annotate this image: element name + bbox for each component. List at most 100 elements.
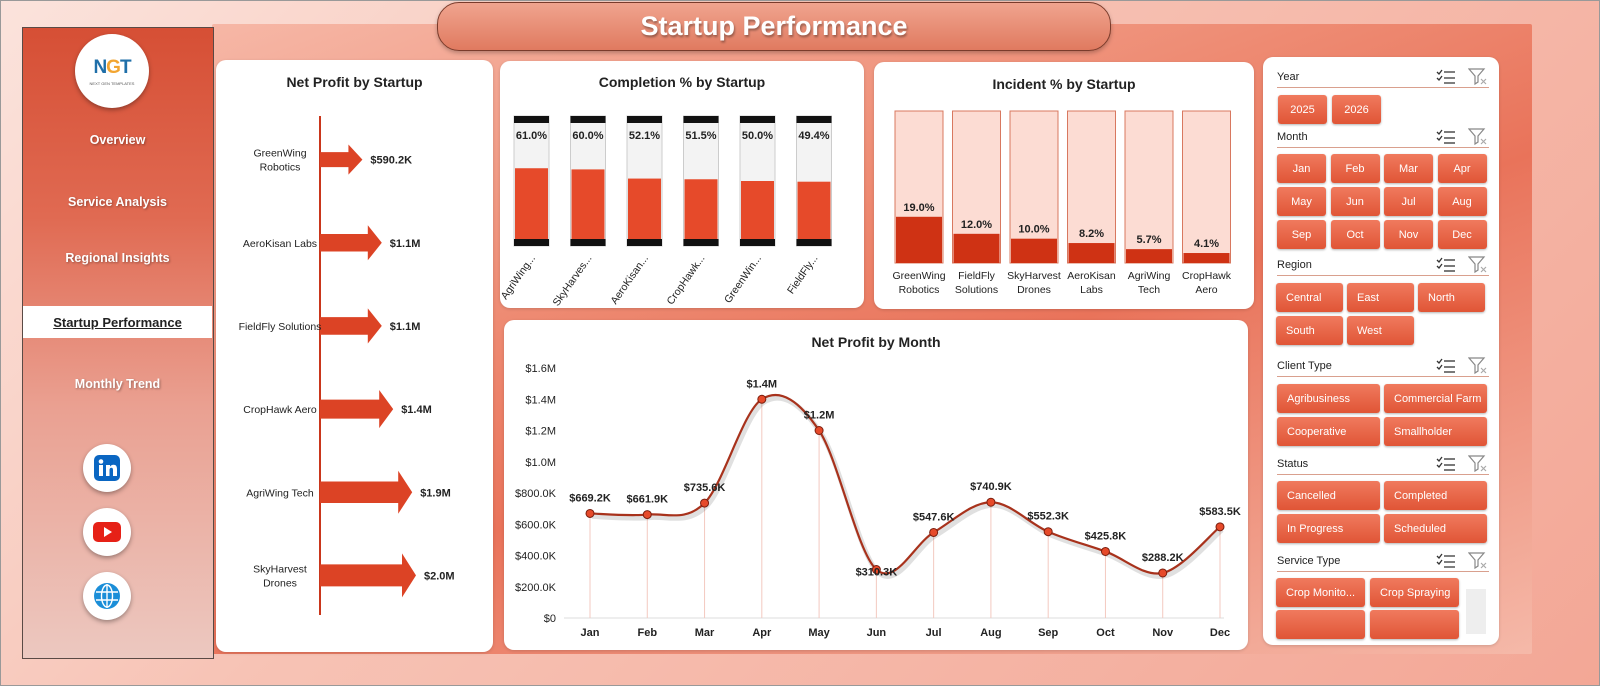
slicer-button-region[interactable]: South: [1276, 316, 1343, 345]
slicer-button-month[interactable]: Dec: [1437, 220, 1487, 249]
slicer-button-month[interactable]: Nov: [1384, 220, 1433, 249]
slicer-button-year[interactable]: 2026: [1332, 95, 1381, 124]
data-label: $590.2K: [370, 155, 412, 167]
data-point: [1043, 527, 1053, 537]
slicer-button-month[interactable]: Apr: [1437, 154, 1487, 183]
category-label: Robotics: [899, 284, 940, 296]
globe-icon: [94, 583, 120, 609]
completion-bar: [741, 181, 774, 239]
youtube-button[interactable]: [83, 508, 131, 556]
data-point: [1215, 522, 1225, 532]
clear-filter-icon: [1468, 67, 1487, 85]
multi-select-button[interactable]: [1435, 552, 1457, 570]
incident-bar: [953, 233, 1000, 263]
data-label: $1.9M: [420, 487, 451, 499]
clear-filter-icon: [1468, 127, 1487, 145]
slicer-button-service-type[interactable]: Crop Spraying: [1370, 578, 1459, 607]
bar-cap: [796, 239, 832, 246]
slicer-button-month[interactable]: Mar: [1384, 154, 1433, 183]
slicer-button-service-type[interactable]: Crop Monito...: [1276, 578, 1365, 607]
category-label: AgriWing Tech: [246, 487, 314, 499]
slicer-button-status[interactable]: Cancelled: [1277, 481, 1380, 510]
slicer-button-service-type-partial[interactable]: [1370, 610, 1459, 639]
data-label: $310.3K: [856, 567, 898, 579]
bar-cap: [796, 116, 832, 123]
slicer-button-year[interactable]: 2025: [1278, 95, 1327, 124]
clear-filter-button[interactable]: [1467, 356, 1489, 375]
y-tick-label: $0: [544, 613, 556, 625]
incident-by-startup-card: Incident % by Startup 19.0% GreenWing Robo…: [874, 62, 1254, 309]
category-label: FieldFly...: [785, 253, 820, 297]
linkedin-button[interactable]: [83, 444, 131, 492]
category-label: Labs: [1080, 284, 1103, 296]
category-label: GreenWing: [892, 270, 945, 282]
slicer-scrollbar[interactable]: [1466, 589, 1486, 634]
slicer-header-status: Status: [1277, 453, 1489, 475]
slicer-button-month[interactable]: Feb: [1330, 154, 1380, 183]
multi-select-button[interactable]: [1435, 455, 1457, 473]
nav-service-analysis[interactable]: Service Analysis: [68, 195, 167, 209]
category-label: GreenWing: [253, 148, 306, 160]
clear-filter-button[interactable]: [1467, 255, 1489, 274]
data-label: 61.0%: [516, 130, 547, 142]
slicer-button-month[interactable]: Jun: [1330, 187, 1380, 216]
slicer-button-month[interactable]: Oct: [1330, 220, 1380, 249]
bar-track: [1067, 110, 1116, 264]
data-label: 19.0%: [903, 202, 934, 214]
linkedin-icon: [94, 455, 120, 481]
slicer-button-service-type-partial[interactable]: [1276, 610, 1365, 639]
completion-bar: [684, 179, 718, 239]
clear-filter-button[interactable]: [1467, 67, 1489, 86]
multi-select-icon: [1436, 456, 1455, 471]
slicer-button-status[interactable]: In Progress: [1277, 514, 1380, 543]
incident-bar: [1183, 253, 1230, 263]
slicer-button-status[interactable]: Completed: [1384, 481, 1487, 510]
clear-filter-icon: [1468, 356, 1487, 374]
clear-filter-icon: [1468, 551, 1487, 569]
slicer-button-status[interactable]: Scheduled: [1384, 514, 1487, 543]
bar-cap: [683, 239, 719, 246]
bar-cap: [627, 116, 662, 123]
nav-regional-insights[interactable]: Regional Insights: [65, 251, 170, 265]
multi-select-button[interactable]: [1435, 256, 1457, 274]
logo-mark: NGT: [93, 56, 131, 78]
chart-title: Net Profit by Month: [811, 334, 941, 350]
slicer-button-month[interactable]: Sep: [1277, 220, 1326, 249]
website-button[interactable]: [83, 572, 131, 620]
completion-bar: [571, 169, 605, 239]
logo: NGT NEXT GEN TEMPLATES: [75, 34, 149, 108]
nav-monthly-trend[interactable]: Monthly Trend: [74, 377, 161, 391]
nav-overview[interactable]: Overview: [89, 133, 146, 147]
multi-select-button[interactable]: [1435, 68, 1457, 86]
data-point: [871, 565, 881, 575]
clear-filter-button[interactable]: [1467, 454, 1489, 473]
x-tick-label: Aug: [980, 627, 1001, 639]
clear-filter-button[interactable]: [1467, 127, 1489, 146]
category-label: CropHawk Aero: [243, 404, 317, 416]
slicer-button-client-type[interactable]: Commercial Farm: [1384, 384, 1487, 413]
x-tick-label: Sep: [1038, 627, 1058, 639]
slicer-button-client-type[interactable]: Cooperative: [1277, 417, 1380, 446]
slicer-button-month[interactable]: May: [1277, 187, 1326, 216]
category-label: AeroKisan: [1067, 270, 1116, 282]
slicer-button-month[interactable]: Jul: [1384, 187, 1433, 216]
slicer-button-region[interactable]: Central: [1276, 283, 1343, 312]
slicer-label: Region: [1277, 258, 1312, 271]
slicer-button-month[interactable]: Jan: [1277, 154, 1326, 183]
clear-filter-button[interactable]: [1467, 551, 1489, 570]
page-title: Startup Performance: [640, 11, 908, 41]
completion-by-startup-card: Completion % by Startup 61.0% AgriWing...…: [500, 61, 864, 308]
slicer-button-region[interactable]: North: [1418, 283, 1485, 312]
y-tick-label: $400.0K: [515, 551, 557, 563]
multi-select-button[interactable]: [1435, 128, 1457, 146]
slicer-button-region[interactable]: East: [1347, 283, 1414, 312]
slicer-label: Client Type: [1277, 359, 1332, 372]
slicer-button-client-type[interactable]: Smallholder: [1384, 417, 1487, 446]
x-tick-label: Jun: [867, 627, 887, 639]
slicer-button-month[interactable]: Aug: [1437, 187, 1487, 216]
multi-select-button[interactable]: [1435, 357, 1457, 375]
slicer-button-client-type[interactable]: Agribusiness: [1277, 384, 1380, 413]
slicer-button-region[interactable]: West: [1347, 316, 1414, 345]
profit-bar: [320, 390, 394, 429]
nav-startup-performance[interactable]: Startup Performance: [23, 306, 212, 338]
